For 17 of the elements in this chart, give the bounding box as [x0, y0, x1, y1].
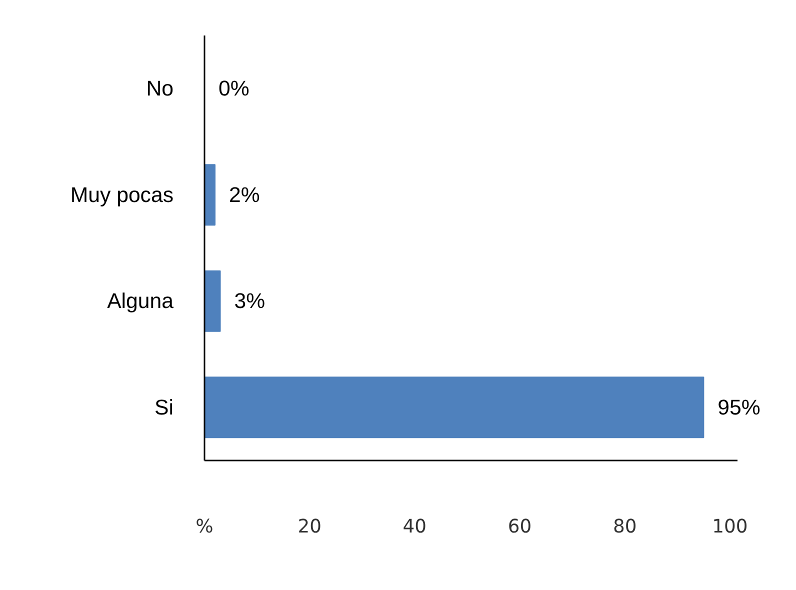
data-label: 95% — [718, 395, 760, 420]
data-label: 3% — [234, 289, 266, 314]
x-tick-label: 100 — [712, 516, 748, 538]
y-tick-label: Alguna — [107, 289, 174, 314]
y-tick-label: Si — [154, 395, 174, 420]
bar — [204, 376, 704, 438]
x-tick-label: % — [196, 516, 214, 538]
x-tick-label: 60 — [508, 516, 532, 538]
x-tick-label: 80 — [612, 516, 637, 538]
x-tick-label: 20 — [298, 516, 322, 538]
bar — [204, 270, 221, 332]
x-tick-label: 40 — [402, 516, 427, 538]
data-label: 2% — [229, 182, 260, 207]
y-tick-label: No — [146, 76, 174, 101]
y-tick-label: Muy pocas — [70, 182, 174, 207]
data-label: 0% — [218, 76, 250, 101]
bar — [204, 164, 216, 226]
